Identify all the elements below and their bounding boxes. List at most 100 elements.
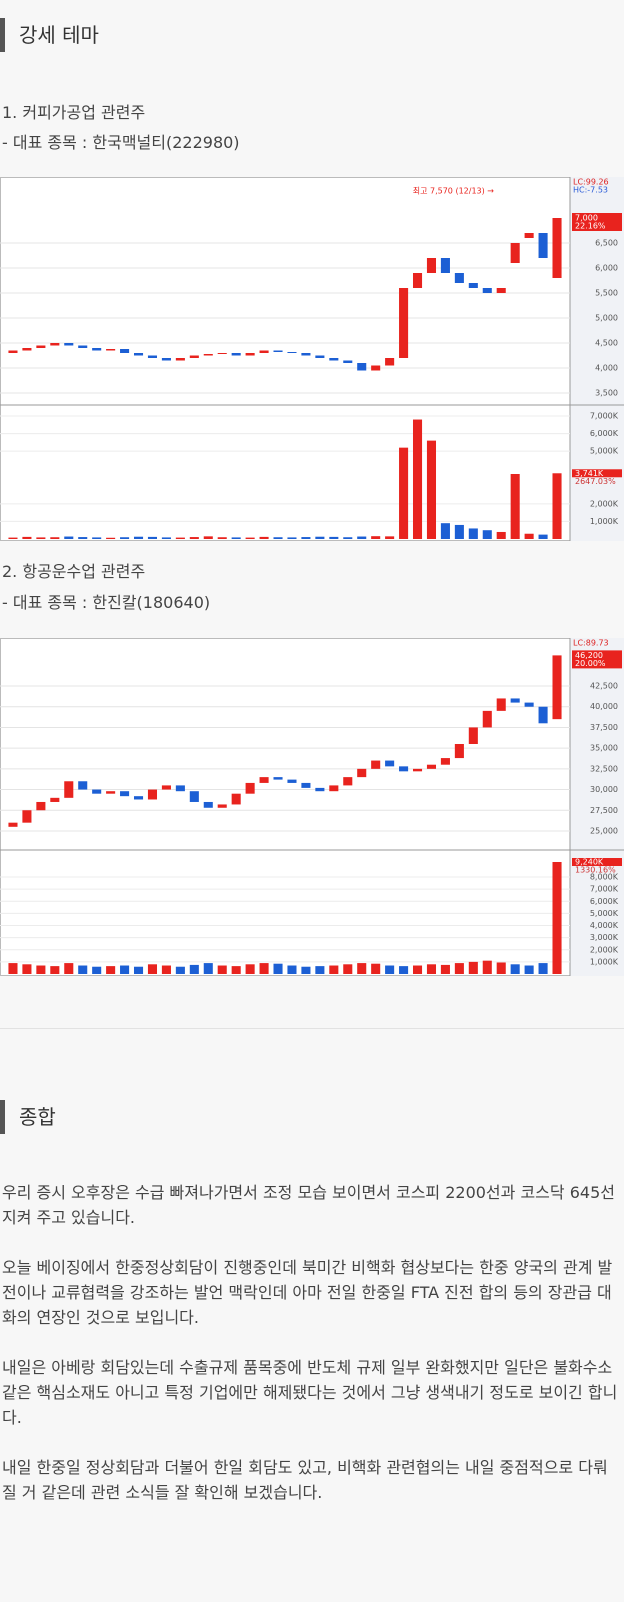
volume-bar (231, 966, 241, 974)
volume-bar (287, 965, 297, 974)
volume-bar (36, 965, 46, 974)
y-tick-label: 4,500 (595, 339, 618, 348)
volume-tick-label: 2,000K (590, 499, 619, 508)
volume-bar (245, 537, 255, 539)
volume-bar (106, 537, 116, 539)
axis-panel (570, 638, 624, 976)
volume-bar (385, 536, 395, 539)
volume-bar (496, 962, 506, 974)
y-tick-label: 32,500 (590, 764, 618, 773)
candle (371, 365, 381, 371)
candle (510, 698, 520, 703)
volume-highlight (572, 469, 622, 478)
stock-line: - 대표 종목 : 한진칼(180640) (2, 593, 211, 612)
candle (50, 797, 60, 802)
volume-bar (175, 966, 185, 974)
y-tick-label: 6,000 (595, 264, 618, 273)
y-tick-label: 37,500 (590, 723, 618, 732)
indicator-label: LC:89.73 (573, 639, 609, 648)
volume-bar (385, 965, 395, 974)
candle (64, 343, 74, 346)
volume-bar (189, 537, 199, 539)
candle (78, 345, 88, 348)
candle (426, 258, 437, 273)
volume-bar (524, 965, 534, 974)
volume-bar (468, 961, 478, 974)
candle (245, 782, 255, 794)
section-header: 종합 (0, 1100, 56, 1134)
section-header: 강세 테마 (0, 18, 99, 52)
volume-tick-label: 5,000K (590, 909, 619, 918)
volume-bar (50, 537, 60, 539)
volume-bar (510, 474, 520, 539)
paragraph: 내일 한중일 정상회담과 더불어 한일 회담도 있고, 비핵화 관련협의는 내일… (2, 1458, 608, 1502)
volume-bar (106, 966, 116, 974)
chart-frame (0, 638, 624, 976)
volume-bar (22, 964, 32, 974)
candle (231, 793, 241, 805)
candle (315, 355, 325, 358)
volume-bar (315, 966, 325, 974)
candle (161, 785, 171, 790)
indicator-label: HC:-7.53 (573, 186, 608, 195)
candle (538, 706, 548, 724)
divider (0, 1028, 624, 1029)
volume-bar (482, 960, 492, 974)
volume-bar (133, 966, 144, 974)
volume-bar (64, 536, 74, 539)
y-tick-label: 40,000 (590, 702, 618, 711)
volume-bar (552, 473, 562, 539)
candle (426, 764, 437, 769)
candle (510, 243, 520, 263)
candle (399, 288, 409, 358)
volume-tick-label: 1,000K (590, 517, 619, 526)
candle (120, 791, 130, 797)
candle (203, 354, 213, 356)
candle (385, 358, 395, 366)
volume-bar (357, 536, 367, 539)
volume-bar (301, 537, 311, 539)
candle (287, 352, 297, 353)
volume-bar (399, 447, 409, 539)
volume-bar (468, 528, 478, 539)
candle (217, 804, 227, 808)
candle (412, 768, 423, 772)
volume-bar (440, 523, 450, 539)
theme-title: 2. 항공운수업 관련주 (2, 562, 146, 581)
volume-bar (287, 537, 297, 539)
candle (36, 345, 46, 348)
volume-bar (78, 965, 88, 974)
volume-tick-label: 3,000K (590, 933, 619, 942)
volume-bar (259, 963, 269, 974)
volume-tick-label: 4,000K (590, 921, 619, 930)
volume-change-label: 2647.03% (575, 477, 616, 486)
volume-bar (120, 537, 130, 539)
candle (496, 698, 506, 711)
candle (482, 710, 492, 728)
volume-bar (552, 862, 562, 974)
volume-bar (412, 419, 423, 539)
volume-tick-label: 1,000K (590, 957, 619, 966)
volume-tick-label: 5,000K (590, 447, 619, 456)
stock-line: - 대표 종목 : 한국맥널티(222980) (2, 133, 240, 152)
candle (496, 288, 506, 293)
volume-bar (203, 963, 213, 974)
indicator-label: LC:99.26 (573, 178, 609, 187)
candle (287, 779, 297, 783)
paragraph: 내일은 아베랑 회담있는데 수출규제 품목중에 반도체 규제 일부 완화했지만 … (2, 1358, 618, 1427)
axis-panel (570, 177, 624, 541)
candle (440, 258, 450, 273)
volume-highlight (572, 858, 622, 866)
candle (259, 777, 269, 783)
volume-last-label: 9,240K (575, 858, 604, 867)
candle (301, 353, 311, 356)
volume-bar (22, 536, 32, 539)
candle (175, 785, 185, 792)
paragraph: 우리 증시 오후장은 수급 빠져나가면서 조정 모습 보이면서 코스피 2200… (2, 1183, 615, 1227)
y-tick-label: 5,500 (595, 289, 618, 298)
volume-bar (259, 536, 269, 539)
candle (538, 233, 548, 258)
candle (468, 283, 478, 288)
volume-bar (538, 963, 548, 974)
volume-bar (217, 965, 227, 974)
